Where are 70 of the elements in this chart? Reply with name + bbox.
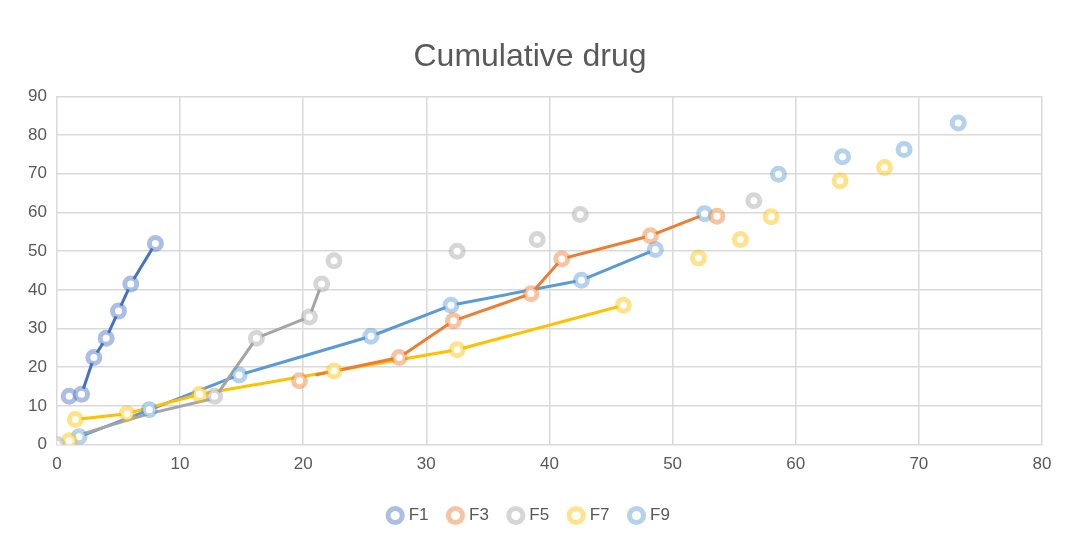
point (696, 205, 714, 223)
point (834, 148, 852, 166)
point (895, 140, 913, 158)
y-tick-label: 80 (27, 124, 47, 144)
point (300, 308, 318, 326)
point (646, 241, 664, 259)
point (689, 249, 707, 267)
x-tick-label: 80 (1032, 454, 1052, 474)
legend-label: F9 (650, 505, 670, 525)
point (325, 362, 343, 380)
point (448, 341, 466, 359)
point (762, 208, 780, 226)
legend-label: F5 (529, 505, 550, 525)
point (362, 327, 380, 345)
point (528, 231, 546, 249)
point (745, 192, 763, 210)
y-tick-label: 20 (27, 356, 47, 376)
x-tick-label: 10 (170, 454, 190, 474)
point (109, 302, 127, 320)
point (73, 385, 91, 403)
point (831, 172, 849, 190)
point (708, 207, 726, 225)
point (444, 312, 462, 330)
point (247, 329, 265, 347)
y-tick-label: 50 (27, 240, 47, 260)
x-tick-label: 50 (663, 454, 683, 474)
point (97, 329, 115, 347)
y-tick-label: 0 (37, 434, 47, 454)
x-tick-label: 30 (416, 454, 436, 474)
point (118, 405, 136, 423)
y-tick-label: 70 (27, 163, 47, 183)
y-tick-label: 90 (27, 86, 47, 106)
point (769, 165, 787, 183)
point (641, 227, 659, 245)
legend-label: F3 (468, 505, 489, 525)
y-tick-label: 30 (27, 318, 47, 338)
point (731, 231, 749, 249)
point (442, 296, 460, 314)
point (313, 275, 331, 293)
point (290, 372, 308, 390)
x-tick-label: 70 (909, 454, 929, 474)
x-tick-label: 40 (539, 454, 559, 474)
point (85, 349, 103, 367)
point (230, 366, 248, 384)
point (390, 349, 408, 367)
x-tick-label: 20 (293, 454, 313, 474)
point (66, 410, 84, 428)
point (572, 271, 590, 289)
chart-title: Cumulative drug (413, 37, 647, 74)
point (146, 234, 164, 252)
point (553, 250, 571, 268)
legend-label: F7 (589, 505, 610, 525)
point (325, 252, 343, 270)
point (949, 114, 967, 132)
point (191, 385, 209, 403)
x-tick-label: 0 (52, 454, 62, 474)
legend-label: F1 (408, 505, 429, 525)
point (206, 387, 224, 405)
y-tick-label: 40 (27, 279, 47, 299)
point (614, 296, 632, 314)
point (140, 401, 158, 419)
point (522, 285, 540, 303)
y-tick-label: 60 (27, 202, 47, 222)
point (448, 242, 466, 260)
point (875, 159, 893, 177)
point (571, 205, 589, 223)
x-tick-label: 60 (786, 454, 806, 474)
point (122, 275, 140, 293)
y-tick-label: 10 (27, 395, 47, 415)
point (60, 387, 78, 405)
